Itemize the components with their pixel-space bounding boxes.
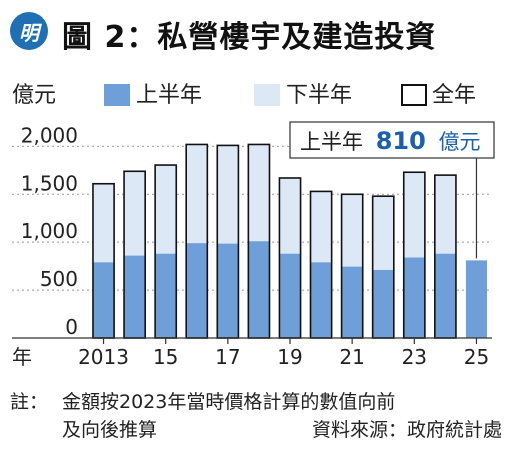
bar-second-half	[403, 172, 425, 258]
bar-first-half	[92, 262, 115, 338]
notes-line-2: 及向後推算	[62, 419, 158, 441]
bars	[92, 143, 488, 339]
bar-second-half	[155, 165, 177, 254]
bar-first-half	[186, 243, 208, 338]
header: 明 圖 2：私營樓宇及建造投資	[6, 8, 504, 55]
annotation-unit: 億元	[438, 130, 480, 154]
x-tick-label: 23	[402, 345, 427, 369]
x-tick-label: 19	[277, 345, 302, 369]
x-tick-label: 17	[215, 345, 240, 369]
chart-title: 圖 2：私營樓宇及建造投資	[62, 20, 437, 55]
bar-first-half	[217, 243, 239, 338]
bar-first-half	[465, 260, 488, 338]
brand-logo: 明	[10, 12, 48, 50]
bar-first-half	[279, 253, 301, 338]
bar-first-half	[403, 257, 425, 338]
source-note: 資料來源：政府統計處	[311, 419, 502, 441]
annotation-box	[289, 121, 495, 159]
bar-second-half	[92, 183, 115, 263]
x-axis-label: 年	[12, 345, 32, 369]
annotation-value: 810	[376, 127, 426, 155]
x-tick-labels: 2013 15 17 19 21 23 25	[78, 338, 489, 369]
notes-line-1: 金額按2023年當時價格計算的數值向前	[62, 391, 396, 413]
bar-first-half	[248, 241, 270, 338]
legend-swatch-full-year	[401, 84, 427, 106]
bar-second-half	[248, 144, 270, 242]
x-tick-label: 21	[339, 345, 364, 369]
bar-second-half	[217, 145, 239, 244]
legend-label-full-year: 全年	[432, 83, 476, 108]
annotation-prefix: 上半年	[300, 130, 363, 154]
bar-second-half	[434, 175, 456, 254]
bar-first-half	[124, 255, 146, 338]
bar-second-half	[279, 177, 301, 254]
legend-swatch-second-half	[254, 84, 280, 106]
bar-second-half	[341, 194, 363, 267]
bar-second-half	[186, 144, 208, 244]
legend-label-first-half: 上半年	[136, 83, 202, 108]
x-tick-label: 2013	[78, 345, 129, 369]
y-tick-labels: 0 500 1,000 1,500 2,000	[21, 123, 78, 339]
bar-first-half	[341, 266, 363, 338]
legend-swatch-first-half	[104, 84, 130, 106]
bar-second-half	[310, 191, 332, 263]
x-tick-label: 15	[153, 345, 178, 369]
notes-label: 註：	[10, 391, 49, 413]
y-tick-label: 1,500	[21, 171, 78, 195]
footnotes: 註： 金額按2023年當時價格計算的數值向前 及向後推算 資料來源：政府統計處	[10, 388, 502, 444]
x-tick-label: 25	[464, 345, 489, 369]
bar-first-half	[434, 253, 456, 338]
y-tick-label: 500	[40, 267, 78, 291]
y-unit-label: 億元	[12, 83, 56, 108]
bar-chart: 億元 上半年 下半年 全年 0 500 1,000 1,500 2,000 2013 15…	[12, 83, 495, 369]
bar-second-half	[124, 171, 146, 256]
bar-first-half	[310, 262, 332, 338]
legend-label-second-half: 下半年	[286, 83, 352, 108]
bar-first-half	[372, 269, 394, 338]
bar-second-half	[372, 196, 394, 270]
annotation-text: 上半年 810 億元	[300, 127, 480, 155]
y-tick-label: 2,000	[21, 123, 78, 147]
y-tick-label: 1,000	[21, 219, 78, 243]
annotation-callout: 上半年 810 億元	[289, 121, 495, 259]
bar-first-half	[155, 253, 177, 338]
y-tick-label: 0	[65, 315, 78, 339]
